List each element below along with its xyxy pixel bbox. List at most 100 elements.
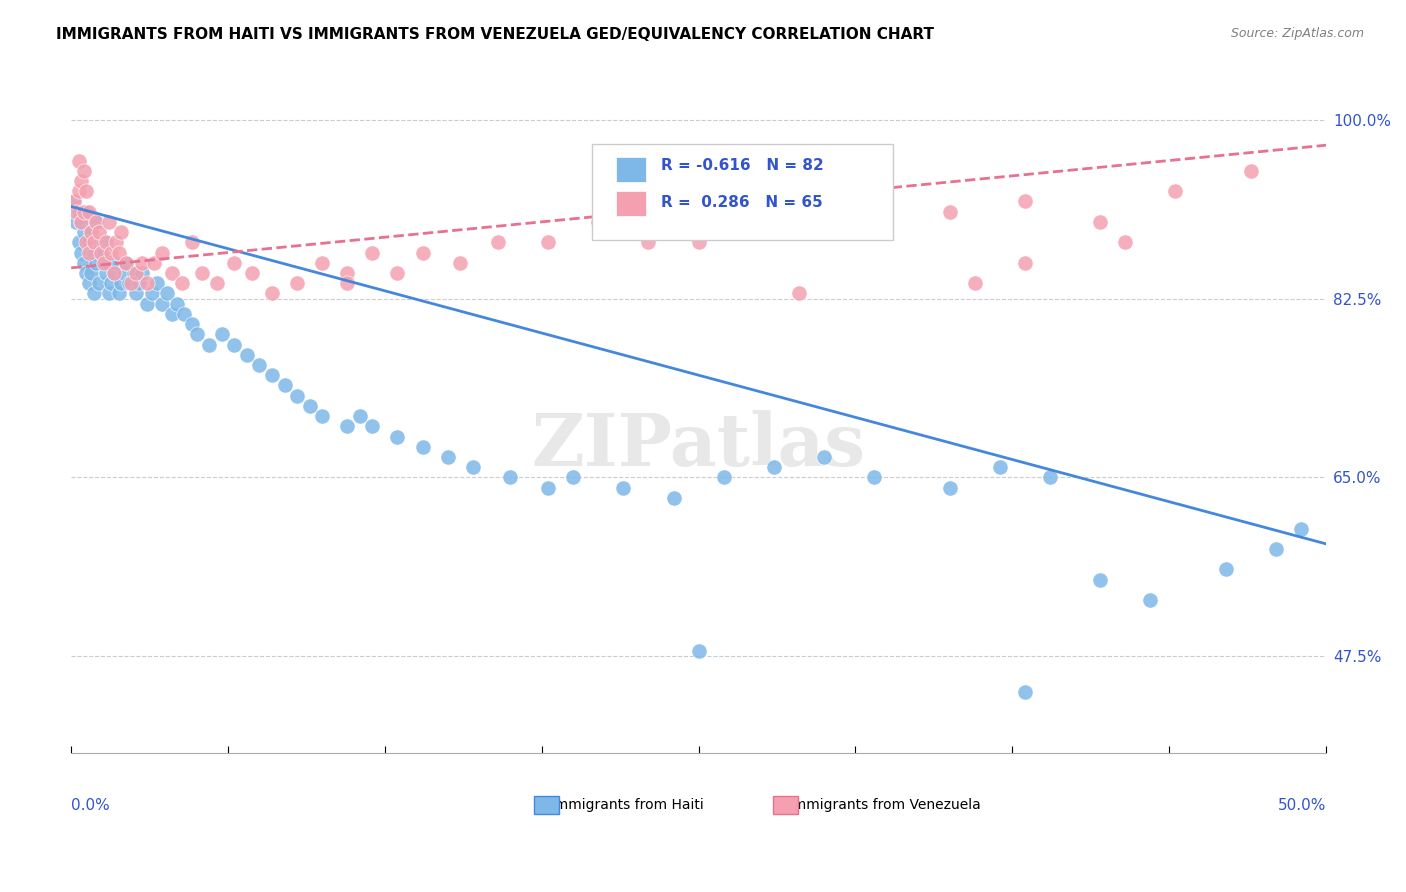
- Text: 50.0%: 50.0%: [1278, 798, 1326, 813]
- Point: [688, 235, 710, 250]
- Point: [86, 256, 108, 270]
- Point: [170, 276, 193, 290]
- Point: [70, 245, 93, 260]
- FancyBboxPatch shape: [773, 796, 797, 814]
- Point: [135, 276, 157, 290]
- Point: [412, 440, 434, 454]
- Point: [224, 337, 246, 351]
- Point: [637, 235, 659, 250]
- Point: [93, 256, 115, 270]
- FancyBboxPatch shape: [616, 157, 645, 182]
- Point: [186, 327, 208, 342]
- Point: [180, 317, 202, 331]
- Point: [166, 296, 188, 310]
- Point: [67, 204, 90, 219]
- Point: [863, 470, 886, 484]
- Point: [75, 266, 97, 280]
- Point: [77, 235, 100, 250]
- Point: [298, 399, 321, 413]
- Point: [97, 215, 120, 229]
- FancyBboxPatch shape: [616, 191, 645, 217]
- Point: [461, 460, 484, 475]
- Point: [486, 235, 509, 250]
- Point: [260, 368, 283, 383]
- Point: [1164, 184, 1187, 198]
- Point: [938, 481, 960, 495]
- Point: [65, 215, 87, 229]
- Point: [83, 286, 105, 301]
- Point: [160, 266, 183, 280]
- Point: [73, 163, 96, 178]
- Point: [122, 266, 145, 280]
- Point: [86, 215, 108, 229]
- Point: [336, 266, 359, 280]
- Text: IMMIGRANTS FROM HAITI VS IMMIGRANTS FROM VENEZUELA GED/EQUIVALENCY CORRELATION C: IMMIGRANTS FROM HAITI VS IMMIGRANTS FROM…: [56, 27, 934, 42]
- Point: [436, 450, 458, 464]
- Point: [96, 235, 118, 250]
- Point: [97, 256, 120, 270]
- Point: [80, 266, 103, 280]
- Point: [713, 470, 735, 484]
- Point: [105, 256, 128, 270]
- Point: [190, 266, 212, 280]
- Point: [62, 194, 84, 209]
- Text: Immigrants from Venezuela: Immigrants from Venezuela: [780, 798, 981, 812]
- Point: [131, 266, 153, 280]
- Point: [77, 245, 100, 260]
- Point: [65, 204, 87, 219]
- Point: [612, 481, 634, 495]
- Point: [260, 286, 283, 301]
- Point: [562, 470, 585, 484]
- Point: [938, 204, 960, 219]
- Point: [110, 276, 132, 290]
- Point: [70, 215, 93, 229]
- Point: [1014, 194, 1036, 209]
- Point: [112, 266, 135, 280]
- Point: [537, 235, 560, 250]
- Point: [100, 276, 122, 290]
- Text: Source: ZipAtlas.com: Source: ZipAtlas.com: [1230, 27, 1364, 40]
- Point: [103, 266, 125, 280]
- Point: [1215, 562, 1237, 576]
- Point: [336, 276, 359, 290]
- Point: [662, 491, 685, 505]
- Point: [105, 235, 128, 250]
- Point: [87, 225, 110, 239]
- Point: [90, 245, 112, 260]
- Point: [118, 276, 141, 290]
- Point: [160, 307, 183, 321]
- Point: [131, 256, 153, 270]
- Point: [236, 348, 259, 362]
- Point: [412, 245, 434, 260]
- Point: [90, 245, 112, 260]
- Point: [97, 286, 120, 301]
- Point: [110, 225, 132, 239]
- Point: [336, 419, 359, 434]
- Point: [240, 266, 263, 280]
- Point: [128, 276, 150, 290]
- Point: [387, 429, 409, 443]
- Point: [173, 307, 195, 321]
- Point: [108, 286, 131, 301]
- Point: [273, 378, 295, 392]
- Point: [73, 256, 96, 270]
- Point: [1264, 541, 1286, 556]
- Point: [1114, 235, 1136, 250]
- Point: [75, 184, 97, 198]
- Point: [150, 296, 173, 310]
- Point: [180, 235, 202, 250]
- Point: [249, 358, 271, 372]
- Point: [588, 215, 610, 229]
- Point: [1014, 685, 1036, 699]
- Point: [87, 276, 110, 290]
- Point: [83, 245, 105, 260]
- Point: [100, 245, 122, 260]
- Point: [361, 419, 384, 434]
- Text: R = -0.616   N = 82: R = -0.616 N = 82: [661, 158, 824, 173]
- Point: [67, 153, 90, 168]
- Point: [1139, 593, 1161, 607]
- Point: [77, 204, 100, 219]
- Point: [93, 235, 115, 250]
- Point: [285, 276, 308, 290]
- Point: [361, 245, 384, 260]
